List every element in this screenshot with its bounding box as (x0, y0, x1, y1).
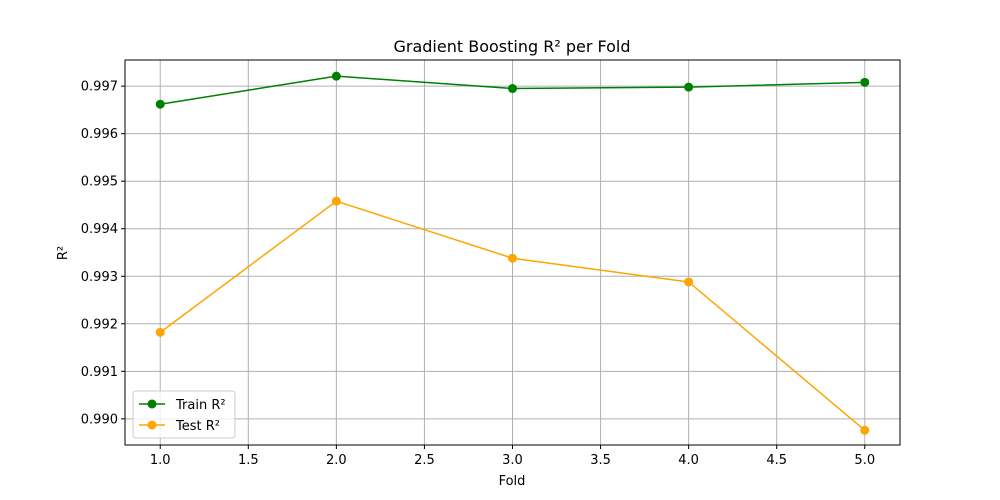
y-tick-label: 0.992 (81, 317, 118, 332)
data-point-train-r (684, 82, 694, 92)
legend-marker (147, 420, 157, 430)
legend: Train R² Test R² (132, 390, 236, 439)
series-train-r (155, 71, 870, 109)
x-tick-label: 2.5 (414, 453, 435, 468)
legend-marker (147, 399, 157, 409)
x-tick-label: 3.0 (502, 453, 523, 468)
data-point-test-r (860, 425, 870, 435)
data-point-test-r (155, 327, 165, 337)
y-tick-label: 0.996 (81, 127, 118, 142)
series-group (155, 71, 870, 435)
x-tick-label: 1.0 (150, 453, 171, 468)
legend-label: Train R² (175, 398, 226, 413)
y-tick-label: 0.997 (81, 80, 118, 95)
data-point-train-r (508, 84, 517, 94)
data-point-train-r (860, 77, 870, 87)
grid-lines (125, 60, 900, 445)
y-tick-label: 0.995 (81, 175, 118, 190)
x-tick-label: 4.5 (766, 453, 787, 468)
series-test-r (155, 196, 870, 435)
legend-box (132, 390, 236, 439)
data-point-test-r (331, 196, 341, 206)
y-tick-label: 0.991 (81, 365, 118, 380)
chart-title: Gradient Boosting R² per Fold (393, 37, 630, 56)
legend-label: Test R² (175, 419, 220, 434)
data-point-test-r (508, 253, 517, 263)
x-tick-label: 4.0 (678, 453, 699, 468)
x-tick-label: 3.5 (590, 453, 611, 468)
y-axis-ticks: 0.990 0.991 0.992 0.993 0.994 0.995 0.996 0.997 (81, 80, 125, 427)
data-point-test-r (684, 277, 694, 287)
y-tick-label: 0.990 (81, 412, 118, 427)
x-axis-title: Fold (499, 474, 526, 489)
y-tick-label: 0.993 (81, 270, 118, 285)
x-tick-label: 5.0 (854, 453, 875, 468)
data-point-train-r (331, 71, 341, 81)
x-tick-label: 2.0 (326, 453, 347, 468)
data-point-train-r (155, 99, 165, 109)
x-axis-ticks: 1.0 1.5 2.0 2.5 3.0 3.5 4.0 4.5 5.0 (150, 445, 875, 468)
y-axis-title: R² (56, 246, 71, 260)
x-tick-label: 1.5 (238, 453, 259, 468)
y-tick-label: 0.994 (81, 222, 118, 237)
